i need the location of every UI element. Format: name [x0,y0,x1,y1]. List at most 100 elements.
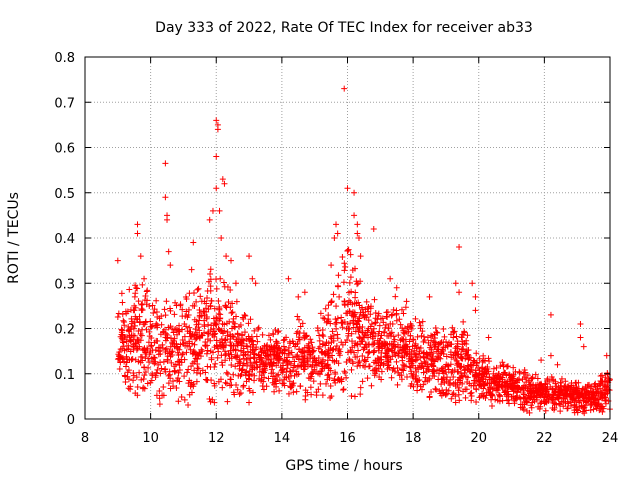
data-point [302,396,309,403]
data-point [279,359,286,366]
data-point [334,315,341,322]
data-point [373,368,380,375]
data-point [567,384,574,391]
data-point [458,355,465,362]
data-point [125,342,132,349]
data-point [597,372,604,379]
data-point [177,341,184,348]
data-point [138,307,145,314]
data-point [345,246,352,253]
data-point [458,346,465,353]
data-point [329,328,336,335]
data-point [488,396,495,403]
data-point [583,398,590,405]
data-point [576,399,583,406]
data-point [252,346,259,353]
x-tick-label: 22 [536,431,553,446]
data-point [486,389,493,396]
data-point [585,394,592,401]
data-point [553,394,560,401]
data-point [440,344,447,351]
data-point [501,387,508,394]
data-point [473,398,480,405]
data-point [357,362,364,369]
data-point [149,372,156,379]
data-point [463,352,470,359]
y-tick-label: 0.7 [54,96,75,111]
data-point [331,377,338,384]
data-point [181,396,188,403]
data-point [440,326,447,333]
data-point [225,298,232,305]
data-point [340,386,347,393]
data-point [340,279,347,286]
data-point [151,355,158,362]
data-point [331,235,338,241]
data-point [412,315,419,322]
data-point [400,367,407,374]
data-point [300,330,307,337]
data-point [496,398,503,405]
data-point [395,369,402,376]
data-point [359,329,366,336]
data-point [409,356,416,363]
data-point [204,287,211,294]
data-point [434,356,441,363]
data-point [466,354,473,361]
data-point [269,363,276,370]
data-point [428,388,435,395]
data-point [355,318,362,325]
data-point [136,369,143,376]
data-point [283,334,290,341]
data-point [404,324,411,331]
data-point [419,328,426,335]
data-point [429,368,436,375]
data-point [209,207,216,214]
data-point [207,271,214,278]
y-tick-label: 0.8 [54,51,75,66]
data-point [323,319,330,326]
data-point [473,386,480,393]
data-point [382,349,389,356]
data-point [341,302,348,309]
data-point [206,395,213,402]
data-point [268,370,275,377]
data-point [577,334,584,341]
data-point [216,326,223,333]
data-point [336,293,343,300]
data-point [261,374,268,381]
data-point [118,326,125,333]
data-point [193,298,200,305]
data-point [433,329,440,336]
data-point [354,340,361,347]
data-point [307,352,314,359]
data-point [410,383,417,390]
data-point [195,285,202,292]
data-point [341,298,348,305]
data-point [426,293,433,300]
data-point [188,389,195,396]
data-point [365,308,372,315]
x-tick-label: 24 [602,431,619,446]
data-point [341,260,348,267]
data-point [154,322,161,329]
data-point [308,391,315,398]
data-point [369,341,376,348]
data-point [430,350,437,357]
data-point [317,380,324,387]
data-point [137,359,144,366]
data-point [167,305,174,312]
data-point [357,335,364,342]
data-point [241,312,248,319]
data-point [170,337,177,344]
data-point [388,329,395,336]
data-point [236,391,243,398]
data-point [121,358,128,365]
data-point [181,373,188,380]
data-point [145,364,152,371]
data-point [119,327,126,334]
data-point [534,375,541,382]
data-point [328,299,335,306]
data-point [332,369,339,376]
data-point [302,363,309,370]
